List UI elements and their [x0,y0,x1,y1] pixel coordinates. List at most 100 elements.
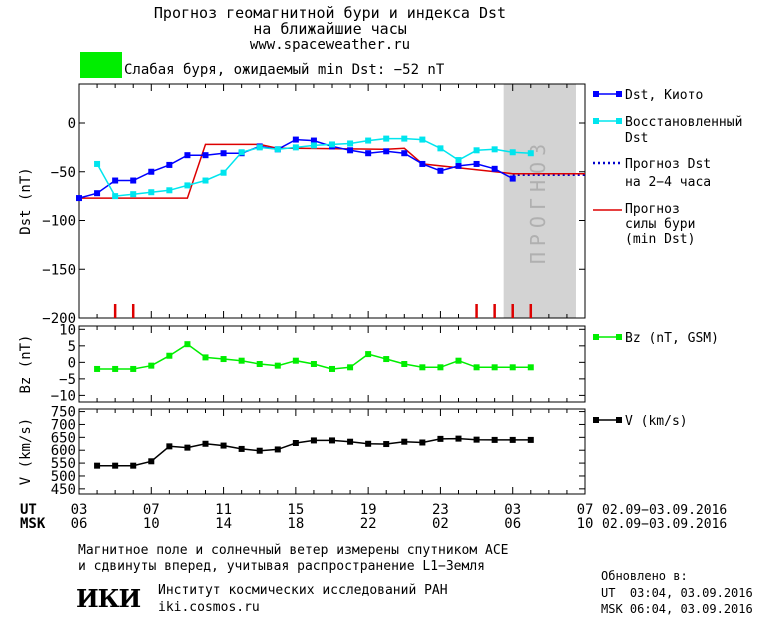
data-point [473,364,480,371]
y-axis-label: Dst (nT) [18,167,34,234]
data-point [130,365,137,372]
msk-tick-label: 02 [432,516,449,532]
data-point [473,147,480,154]
legend-storm-label-2: силы бури [625,217,695,232]
data-point [166,352,173,359]
data-point [238,445,245,452]
data-point [202,177,209,184]
ut-tick-label: 03 [71,502,88,518]
legend-bz-marker [616,334,622,340]
y-tick-label: −5 [59,372,76,388]
data-point [383,441,390,448]
data-point [473,436,480,443]
data-point [419,364,426,371]
data-point [310,437,317,444]
data-point [347,140,354,147]
data-point [347,438,354,445]
legend-bz-marker [593,334,599,340]
data-point [94,365,101,372]
y-tick-label: 650 [51,430,76,446]
y-tick-label: −10 [51,388,76,404]
data-point [365,351,372,358]
msk-tick-label: 18 [287,516,304,532]
data-point [220,150,227,157]
institute-site: iki.cosmos.ru [158,600,260,615]
website-text: www.spaceweather.ru [249,37,411,53]
storm-level-text: Слабая буря, ожидаемый min Dst: −52 nT [124,62,445,78]
data-point [184,152,191,159]
data-point [401,135,408,142]
updated-ut: UT 03:04, 03.09.2016 [601,586,753,600]
y-tick-label: 10 [59,322,76,338]
data-point [365,137,372,144]
data-point [166,443,173,450]
data-point [274,446,281,453]
data-point [491,165,498,172]
y-tick-label: −150 [42,262,76,278]
legend-dst-kyoto-label: Dst, Киото [625,88,703,103]
data-point [509,364,516,371]
data-point [473,160,480,167]
forecast-band-label: ПРОГНОЗ [526,138,550,264]
msk-axis-label: MSK [20,516,46,532]
data-point [455,157,462,164]
y-tick-label: 550 [51,456,76,472]
data-point [329,141,335,148]
institute-name: Институт космических исследований РАН [158,583,448,598]
data-point [292,136,299,143]
data-point [365,440,372,447]
data-point [437,167,444,174]
data-point [491,436,498,443]
y-tick-label: −200 [42,311,76,327]
data-point [491,146,498,153]
data-point [347,147,354,154]
data-point [256,447,263,454]
legend-dst-kyoto-marker [616,91,622,97]
date-range-msk: 02.09−03.09.2016 [602,517,727,532]
ut-tick-label: 07 [577,502,594,518]
data-point [184,182,191,189]
legend-forecast-label-2: на 2−4 часа [625,175,711,190]
y-tick-label: −50 [51,165,76,181]
data-point [419,136,426,143]
y-tick-label: 0 [68,116,76,132]
date-range-ut: 02.09−03.09.2016 [602,503,727,518]
legend-storm-label-3: (min Dst) [625,232,695,247]
storm-level-indicator [80,52,122,78]
data-point [437,435,444,442]
y-tick-label: −100 [42,214,76,230]
y-tick-label: 600 [51,443,76,459]
msk-tick-label: 10 [143,516,160,532]
data-point [130,177,137,184]
y-axis-label: Bz (nT) [18,334,34,393]
ut-tick-label: 11 [215,502,232,518]
legend-dst-restored-label: Восстановленный [625,115,742,130]
legend-v-marker [616,417,622,423]
data-point [202,354,209,361]
data-point [310,142,317,149]
legend-forecast-label: Прогноз Dst [625,157,711,172]
data-point [527,436,534,443]
data-point [383,148,390,155]
msk-tick-label: 10 [577,516,594,532]
data-point [509,175,516,182]
data-point [220,442,227,449]
iki-logo: ИКИ [76,584,141,613]
y-axis-label: V (km/s) [18,418,34,485]
data-point [166,187,173,194]
data-point [455,357,462,364]
data-point [401,438,408,445]
data-point [94,190,101,197]
data-point [256,361,263,367]
data-point [274,362,281,369]
plot-frame [78,408,586,495]
data-point [329,437,335,444]
data-point [527,150,534,157]
msk-tick-label: 14 [215,516,232,532]
data-point [238,357,245,364]
data-point [455,435,462,442]
data-point [202,152,209,159]
